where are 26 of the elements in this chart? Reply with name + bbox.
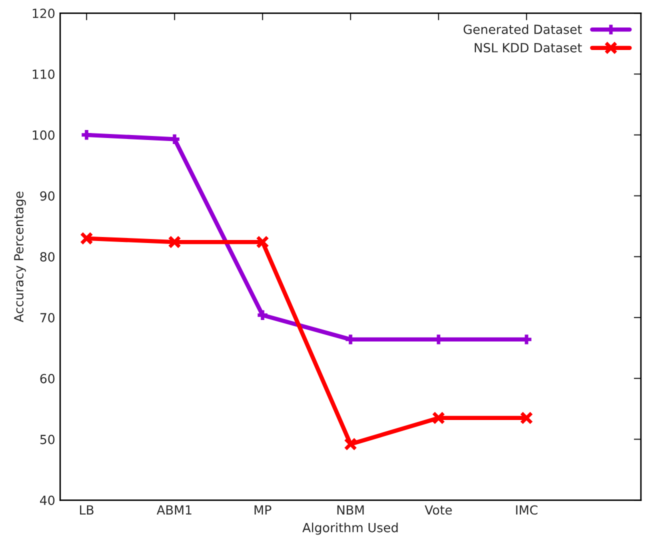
y-tick-label: 60: [40, 374, 54, 384]
y-tick-label: 100: [32, 130, 54, 140]
y-tick-label: 90: [40, 191, 54, 201]
x-tick-label: MP: [254, 505, 272, 514]
point: [432, 411, 446, 425]
point: [256, 235, 270, 249]
point: [520, 411, 534, 425]
x-tick-label: NBM: [337, 505, 364, 514]
legend-label: Generated Dataset: [464, 24, 582, 34]
x-axis-title: Algorithm Used: [302, 522, 398, 535]
y-tick-label: 120: [32, 8, 54, 18]
y-tick-label: 40: [40, 496, 54, 506]
point: [168, 235, 182, 249]
point: [80, 232, 94, 245]
point: [256, 308, 270, 322]
x-tick-label: ABM1: [156, 505, 192, 514]
y-tick-label: 70: [40, 313, 54, 322]
y-tick-label: 110: [32, 70, 54, 79]
x-tick-label: IMC: [516, 505, 538, 515]
y-tick-label: 50: [40, 434, 54, 444]
x-tick-label: LB: [80, 505, 94, 514]
y-tick-label: 80: [40, 252, 54, 262]
point: [344, 438, 358, 451]
y-axis-title: Accuracy Percentage: [14, 192, 26, 322]
x-tick-label: Vote: [424, 505, 452, 515]
legend-label: NSL KDD Dataset: [474, 42, 582, 52]
